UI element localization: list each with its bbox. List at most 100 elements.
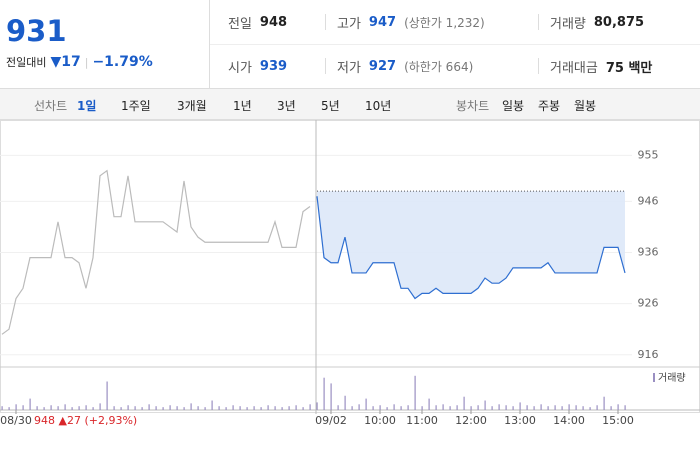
volume-legend-swatch [653,373,655,382]
y-tick-label: 926 [638,297,659,310]
volume-bar [379,405,381,410]
volume-bar [302,407,304,410]
period-button[interactable]: 3년 [277,99,296,113]
volume-bar [351,406,353,410]
prev-summary: 948 ▲27 (+2,93%) [34,414,137,427]
volume-bar [582,406,584,410]
price-line [1,169,311,335]
volume-bar [365,398,367,410]
volume-bar [337,405,339,410]
change: ▼17 [50,54,81,70]
stat-value: 947 [368,14,397,30]
period-button[interactable]: 1일 [77,99,97,113]
stat-divider [538,58,539,74]
volume-bar [92,407,94,410]
stat-label: 고가 [337,16,361,32]
price-line [316,196,626,300]
volume-bar [568,404,570,410]
volume-bar [575,405,577,410]
volume-bar [393,404,395,410]
volume-bar [421,406,423,410]
volume-bar [442,404,444,410]
y-tick-label: 955 [638,148,659,161]
stats-row: 시가 939 저가 927 (하한가 664) 거래대금 75 백만 [210,44,700,88]
change-label: 전일대비 [6,56,47,69]
volume-bar [211,400,213,410]
volume-bar [85,405,87,410]
stat-note: (하한가 664) [404,59,474,74]
candle-button[interactable]: 일봉 [502,99,525,113]
divider: | [84,55,89,69]
volume-bar [386,407,388,410]
volume-bar [428,398,430,410]
volume-bar [134,406,136,410]
volume-bar [295,405,297,410]
x-tick-label: 15:00 [602,414,634,427]
volume-bar [309,404,311,410]
volume-bar [113,406,115,410]
stat-value: 948 [259,14,288,30]
volume-bar [498,404,500,410]
candle-button[interactable]: 주봉 [538,99,561,113]
volume-bar [43,407,45,410]
volume-bar [400,406,402,410]
volume-bar [22,405,24,410]
period-button[interactable]: 5년 [321,99,340,113]
price: 931 [6,14,67,48]
stat: 시가 939 [228,44,287,88]
area-fill [317,191,625,299]
volume-bar [1,406,3,410]
volume-bar [512,406,514,410]
stat-value: 80,875 [593,14,645,30]
volume-bar [617,404,619,410]
volume-bar [477,405,479,410]
toolbar-label: 선차트 [34,99,68,113]
volume-bar [36,406,38,410]
volume-bar [218,406,220,410]
volume-bar [120,407,122,410]
volume-bar [246,407,248,410]
x-tick-label: 12:00 [455,414,487,427]
volume-bar [554,405,556,410]
x-tick-label: 14:00 [553,414,585,427]
stat: 저가 927 (하한가 664) [337,44,473,88]
period-button[interactable]: 1주일 [121,99,151,113]
quote-header: 931 전일대비 ▼17 | −1.79% 전일 948 고가 947 (상한가 1,2… [0,0,700,89]
volume-bar [106,381,108,410]
volume-bar [15,404,17,410]
volume-bar [253,406,255,410]
stats-row: 전일 948 고가 947 (상한가 1,232) 거래량 80,875 [210,0,700,45]
period-button[interactable]: 1년 [233,99,252,113]
x-tick-label: 09/02 [315,414,347,427]
volume-bar [449,406,451,410]
volume-bar [64,404,66,410]
stat: 고가 947 (상한가 1,232) [337,0,485,44]
volume-bar [407,405,409,410]
period-button[interactable]: 3개월 [177,99,207,113]
volume-bar [624,405,626,410]
volume-bar [561,406,563,410]
volume-bar [267,405,269,410]
volume-bar [372,406,374,410]
x-tick-label: 13:00 [504,414,536,427]
x-tick-label: 08/30 [0,414,32,427]
volume-bar [414,375,416,410]
volume-bar [603,396,605,410]
stat-note: (상한가 1,232) [404,15,485,30]
volume-bar [456,405,458,410]
change-pct: −1.79% [92,54,153,70]
change-row: 전일대비 ▼17 | −1.79% [6,54,153,70]
volume-bar [540,404,542,410]
stat-divider [538,14,539,30]
volume-bar [57,406,59,410]
toolbar: 선차트 1일 1주일 3개월 1년 3년 5년 10년 봉차트 일봉 주봉 월봉 [0,89,700,120]
volume-bar [533,406,535,410]
stat: 거래량 80,875 [550,0,644,44]
period-button[interactable]: 10년 [365,99,392,113]
volume-bar [484,400,486,410]
price-box: 931 전일대비 ▼17 | −1.79% [0,0,210,88]
volume-bar [519,402,521,410]
candle-button[interactable]: 월봉 [574,99,597,113]
volume-bar [8,407,10,410]
